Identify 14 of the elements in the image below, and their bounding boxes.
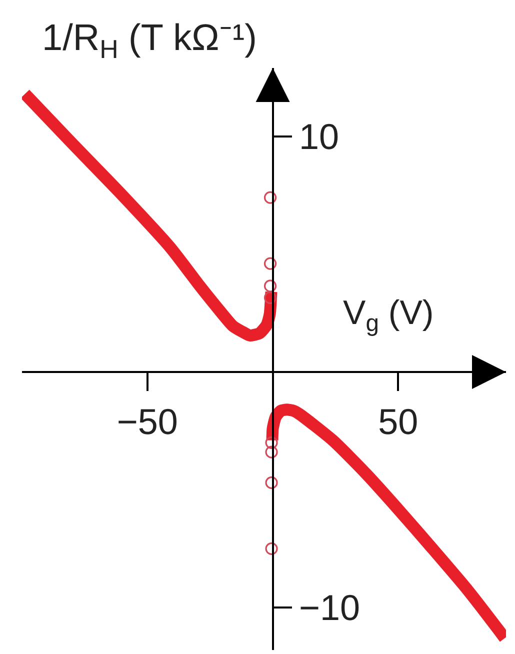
x-tick-label: −50 [116,401,178,442]
point [264,291,277,304]
point [265,476,278,489]
point [264,280,277,292]
x-axis-title: V$_{g}$ (V) [343,294,434,338]
point [264,257,277,270]
x-tick-label: 50 [378,401,418,442]
point [265,542,278,555]
point [264,191,277,204]
y-axis-title: 1/R$_{H}$ (T kΩ⁻¹) [42,17,257,64]
y-tick-label: 10 [298,116,340,157]
y-tick-label: −10 [298,587,360,628]
point [265,446,278,458]
point [265,436,278,449]
